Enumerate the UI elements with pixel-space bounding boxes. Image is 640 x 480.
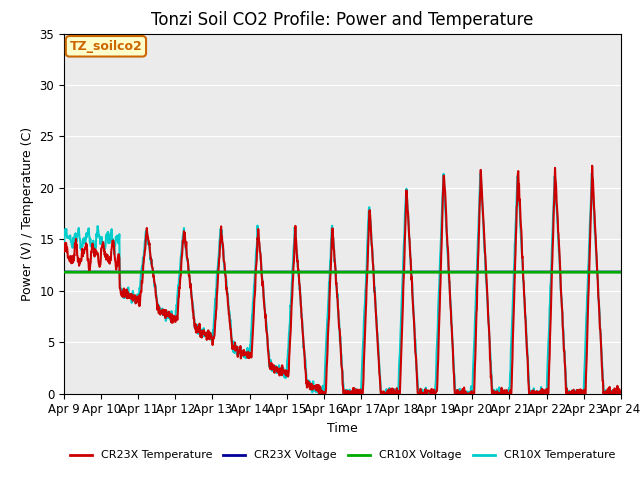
Title: Tonzi Soil CO2 Profile: Power and Temperature: Tonzi Soil CO2 Profile: Power and Temper… bbox=[151, 11, 534, 29]
Y-axis label: Power (V) / Temperature (C): Power (V) / Temperature (C) bbox=[21, 127, 34, 300]
Text: TZ_soilco2: TZ_soilco2 bbox=[70, 40, 142, 53]
X-axis label: Time: Time bbox=[327, 422, 358, 435]
Legend: CR23X Temperature, CR23X Voltage, CR10X Voltage, CR10X Temperature: CR23X Temperature, CR23X Voltage, CR10X … bbox=[65, 446, 620, 465]
